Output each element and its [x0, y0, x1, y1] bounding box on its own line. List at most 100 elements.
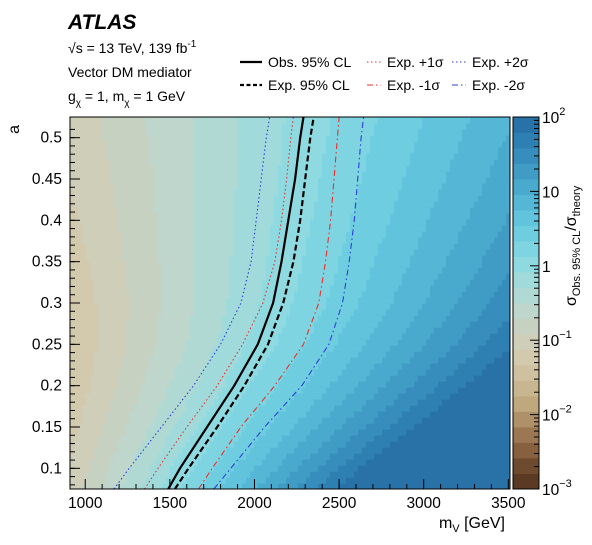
heatmap-cell — [386, 267, 391, 274]
heatmap-cell — [102, 345, 107, 352]
heatmap-cell — [366, 363, 371, 370]
heatmap-cell — [398, 387, 403, 394]
heatmap-cell — [354, 219, 359, 226]
heatmap-cell — [230, 471, 235, 478]
heatmap-cell — [470, 447, 475, 454]
heatmap-cell — [326, 261, 331, 268]
heatmap-cell — [326, 351, 331, 358]
heatmap-cell — [214, 369, 219, 376]
heatmap-cell — [234, 321, 239, 328]
heatmap-cell — [138, 369, 143, 376]
heatmap-cell — [146, 405, 151, 412]
heatmap-cell — [182, 321, 187, 328]
heatmap-cell — [222, 321, 227, 328]
heatmap-cell — [250, 231, 255, 238]
heatmap-cell — [494, 447, 499, 454]
heatmap-cell — [134, 255, 139, 262]
heatmap-cell — [214, 309, 219, 316]
heatmap-cell — [262, 357, 267, 364]
heatmap-cell — [138, 303, 143, 310]
heatmap-cell — [146, 417, 151, 424]
heatmap-cell — [74, 387, 79, 394]
heatmap-cell — [198, 441, 203, 448]
heatmap-cell — [246, 255, 251, 262]
heatmap-cell — [238, 471, 243, 478]
heatmap-cell — [314, 441, 319, 448]
heatmap-cell — [166, 423, 171, 430]
heatmap-cell — [246, 267, 251, 274]
heatmap-cell — [178, 405, 183, 412]
heatmap-cell — [462, 459, 467, 466]
heatmap-cell — [318, 285, 323, 292]
heatmap-cell — [494, 273, 499, 280]
heatmap-cell — [330, 333, 335, 340]
heatmap-cell — [358, 363, 363, 370]
heatmap-cell — [350, 465, 355, 472]
heatmap-cell — [398, 417, 403, 424]
heatmap-cell — [402, 435, 407, 442]
heatmap-cell — [418, 291, 423, 298]
heatmap-cell — [382, 393, 387, 400]
heatmap-cell — [350, 321, 355, 328]
heatmap-cell — [318, 339, 323, 346]
heatmap-cell — [142, 441, 147, 448]
heatmap-cell — [162, 255, 167, 262]
heatmap-cell — [350, 375, 355, 382]
heatmap-cell — [222, 219, 227, 226]
heatmap-cell — [174, 405, 179, 412]
heatmap-cell — [278, 291, 283, 298]
heatmap-cell — [102, 267, 107, 274]
heatmap-cell — [506, 369, 510, 376]
heatmap-cell — [302, 225, 307, 232]
heatmap-cell — [422, 267, 427, 274]
heatmap-cell — [226, 297, 231, 304]
heatmap-cell — [282, 375, 287, 382]
heatmap-cell — [90, 273, 95, 280]
heatmap-cell — [214, 471, 219, 478]
heatmap-cell — [214, 441, 219, 448]
heatmap-cell — [250, 267, 255, 274]
heatmap-cell — [74, 333, 79, 340]
heatmap-cell — [290, 291, 295, 298]
heatmap-cell — [398, 429, 403, 436]
heatmap-cell — [206, 411, 211, 418]
heatmap-cell — [374, 483, 379, 489]
heatmap-cell — [70, 375, 75, 382]
heatmap-cell — [346, 345, 351, 352]
heatmap-cell — [330, 291, 335, 298]
heatmap-cell — [358, 459, 363, 466]
heatmap-cell — [154, 357, 159, 364]
heatmap-cell — [178, 417, 183, 424]
heatmap-cell — [414, 279, 419, 286]
heatmap-cell — [402, 405, 407, 412]
heatmap-cell — [70, 417, 75, 424]
heatmap-cell — [150, 279, 155, 286]
heatmap-cell — [94, 447, 99, 454]
heatmap-cell — [422, 273, 427, 280]
heatmap-cell — [286, 225, 291, 232]
heatmap-cell — [462, 447, 467, 454]
heatmap-cell — [358, 285, 363, 292]
heatmap-cell — [210, 321, 215, 328]
heatmap-cell — [218, 249, 223, 256]
heatmap-cell — [234, 339, 239, 346]
heatmap-cell — [374, 453, 379, 460]
heatmap-cell — [458, 399, 463, 406]
heatmap-cell — [274, 423, 279, 430]
heatmap-cell — [438, 363, 443, 370]
heatmap-cell — [198, 273, 203, 280]
heatmap-cell — [134, 303, 139, 310]
heatmap-cell — [330, 477, 335, 484]
heatmap-cell — [98, 477, 103, 484]
heatmap-cell — [490, 393, 495, 400]
heatmap-cell — [254, 273, 259, 280]
heatmap-cell — [410, 339, 415, 346]
heatmap-cell — [134, 447, 139, 454]
heatmap-cell — [242, 387, 247, 394]
heatmap-cell — [498, 417, 503, 424]
heatmap-cell — [390, 381, 395, 388]
heatmap-cell — [238, 405, 243, 412]
heatmap-cell — [406, 309, 411, 316]
heatmap-cell — [342, 279, 347, 286]
heatmap-cell — [210, 453, 215, 460]
